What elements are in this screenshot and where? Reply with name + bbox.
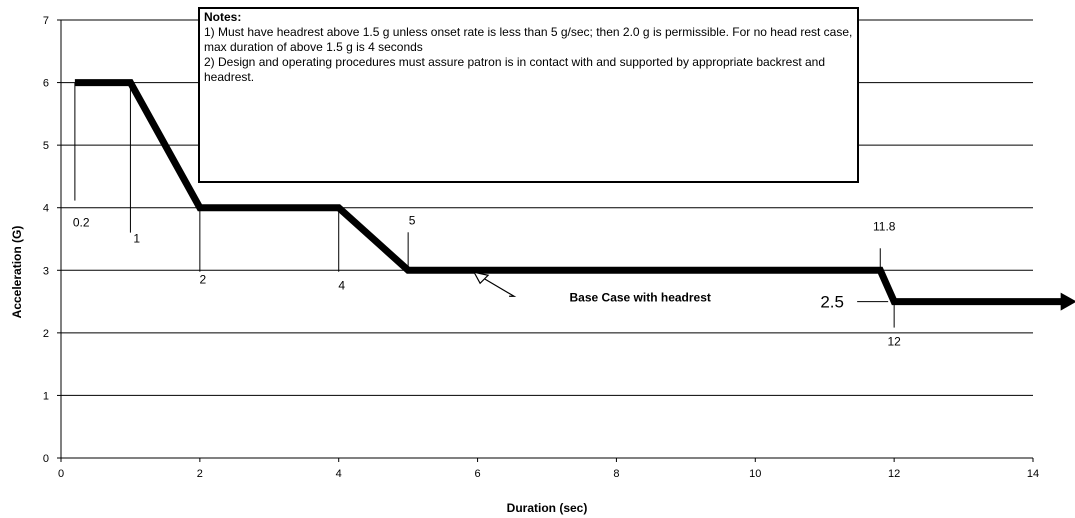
x-tick-label: 8 [613,468,619,480]
series-arrowhead [1060,292,1075,311]
x-tick-label: 12 [888,468,900,480]
label-12: 12 [887,335,901,349]
x-tick-label: 6 [475,468,481,480]
y-tick-label: 1 [43,390,49,402]
annotation-leader [479,275,517,297]
y-tick-label: 7 [43,15,49,27]
annotation-arrowhead [472,271,490,285]
x-tick-label: 2 [197,468,203,480]
note-2: 2) Design and operating procedures must … [204,55,826,84]
label-11-8: 11.8 [873,219,896,233]
series-layer [74,79,1075,311]
label-0-2: 0.2 [73,216,90,230]
y-tick-label: 0 [43,453,49,465]
label-2-5: 2.5 [820,293,844,312]
label-2: 2 [200,273,207,287]
annotation-text: Base Case with headrest [570,290,711,304]
y-tick-label: 3 [43,265,49,277]
y-tick-label: 5 [43,140,49,152]
series-line [74,79,1063,306]
notes-title: Notes: [204,10,242,24]
y-tick-label: 4 [43,203,49,215]
y-tick-label: 6 [43,78,49,90]
y-tick-label: 2 [43,328,49,340]
x-axis-title: Duration (sec) [507,501,588,515]
x-tick-label: 10 [749,468,761,480]
notes-box: Notes: 1) Must have headrest above 1.5 g… [198,7,859,183]
y-axis-title: Acceleration (G) [10,226,24,319]
x-tick-label: 14 [1027,468,1039,480]
label-4: 4 [338,279,345,293]
x-tick-label: 0 [58,468,64,480]
note-1: 1) Must have headrest above 1.5 g unless… [204,25,853,54]
x-tick-label: 4 [336,468,342,480]
label-1: 1 [133,232,140,246]
label-5: 5 [409,213,416,227]
